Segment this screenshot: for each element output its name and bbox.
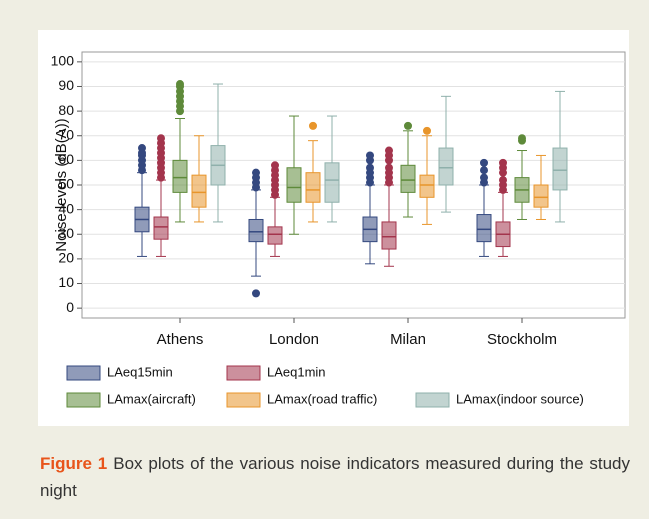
y-axis-title: Noise levels (dB(A)) bbox=[53, 118, 70, 251]
legend-label: LAmax(road traffic) bbox=[267, 391, 377, 406]
outlier bbox=[252, 289, 260, 298]
box bbox=[248, 218, 264, 243]
y-tick-label: 10 bbox=[58, 274, 74, 290]
legend-swatch bbox=[66, 392, 101, 408]
outlier bbox=[480, 158, 488, 167]
outlier bbox=[252, 168, 260, 177]
box bbox=[172, 159, 188, 193]
y-tick-label: 70 bbox=[58, 126, 74, 142]
box bbox=[324, 162, 340, 203]
outlier bbox=[499, 176, 507, 185]
outlier bbox=[271, 161, 279, 170]
legend-swatch bbox=[66, 365, 101, 381]
legend-label: LAmax(aircraft) bbox=[107, 391, 196, 406]
outlier bbox=[404, 121, 412, 130]
y-tick-label: 20 bbox=[58, 250, 74, 266]
caption-text: Box plots of the various noise indicator… bbox=[40, 454, 631, 500]
caption: Figure 1 Box plots of the various noise i… bbox=[40, 450, 630, 504]
x-tick-label: Milan bbox=[390, 331, 426, 348]
y-tick-label: 40 bbox=[58, 200, 74, 216]
box bbox=[400, 164, 416, 193]
box bbox=[438, 147, 454, 186]
box bbox=[476, 214, 492, 243]
legend-label: LAeq1min bbox=[267, 364, 326, 379]
box bbox=[191, 174, 207, 208]
y-tick-label: 0 bbox=[66, 299, 74, 315]
outlier bbox=[366, 163, 374, 172]
outlier bbox=[138, 144, 146, 153]
y-tick-label: 80 bbox=[58, 102, 74, 118]
y-tick-label: 60 bbox=[58, 151, 74, 167]
outlier bbox=[480, 166, 488, 175]
x-tick-label: Athens bbox=[157, 331, 204, 348]
outlier bbox=[309, 121, 317, 130]
outlier bbox=[385, 146, 393, 155]
y-tick-label: 50 bbox=[58, 176, 74, 192]
box bbox=[381, 221, 397, 250]
box bbox=[153, 216, 169, 240]
outlier bbox=[423, 126, 431, 135]
legend-label: LAeq15min bbox=[107, 364, 173, 379]
legend-swatch bbox=[415, 392, 450, 408]
figure-label: Figure 1 bbox=[40, 454, 108, 473]
outlier bbox=[518, 134, 526, 143]
outlier bbox=[480, 173, 488, 182]
box bbox=[305, 172, 321, 203]
legend-swatch bbox=[226, 392, 261, 408]
box bbox=[286, 167, 302, 203]
outlier bbox=[176, 80, 184, 89]
outlier bbox=[366, 151, 374, 160]
x-tick-label: Stockholm bbox=[487, 331, 557, 348]
box bbox=[267, 226, 283, 245]
legend-label: LAmax(indoor source) bbox=[456, 391, 584, 406]
legend-swatch bbox=[226, 365, 261, 381]
y-tick-label: 30 bbox=[58, 225, 74, 241]
y-tick-label: 90 bbox=[58, 77, 74, 93]
box bbox=[552, 147, 568, 191]
outlier bbox=[499, 158, 507, 167]
outlier bbox=[385, 163, 393, 172]
x-tick-label: London bbox=[269, 331, 319, 348]
chart: Noise levels (dB(A)) 0 10 20 30 40 50 60 70 80 90… bbox=[38, 30, 629, 426]
box bbox=[419, 174, 435, 198]
y-tick-label: 100 bbox=[51, 53, 75, 69]
box bbox=[533, 184, 549, 208]
outlier bbox=[157, 134, 165, 143]
